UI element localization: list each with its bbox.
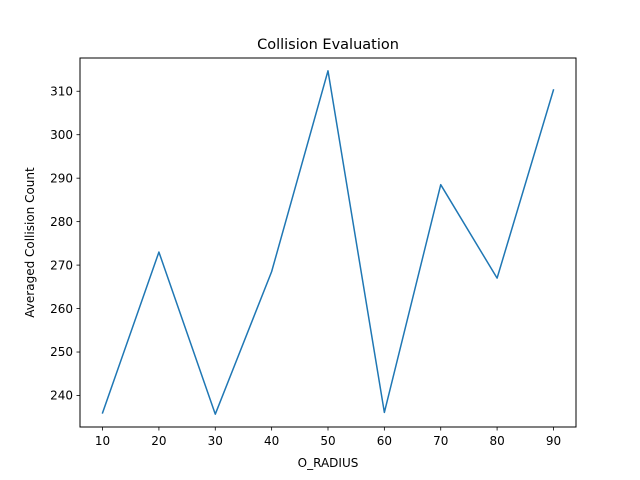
y-axis-ticks: 240 250 260 270 280 290 300 310 bbox=[50, 84, 80, 403]
y-tick-label: 300 bbox=[50, 128, 73, 142]
x-tick-label: 40 bbox=[264, 434, 279, 448]
x-tick-label: 50 bbox=[320, 434, 335, 448]
series-line bbox=[101, 70, 555, 415]
x-axis-label: O_RADIUS bbox=[298, 456, 359, 470]
x-tick-label: 60 bbox=[377, 434, 392, 448]
x-tick-label: 70 bbox=[433, 434, 448, 448]
plot-frame bbox=[79, 57, 577, 428]
y-tick-label: 270 bbox=[50, 258, 73, 272]
y-tick-label: 290 bbox=[50, 171, 73, 185]
series-layer bbox=[101, 70, 555, 415]
x-tick-label: 90 bbox=[546, 434, 561, 448]
y-tick-label: 260 bbox=[50, 302, 73, 316]
chart-title: Collision Evaluation bbox=[257, 37, 399, 53]
y-tick-label: 240 bbox=[50, 389, 73, 403]
x-tick-label: 80 bbox=[489, 434, 504, 448]
x-axis-ticks: 10 20 30 40 50 60 70 80 90 bbox=[95, 427, 561, 448]
y-axis-label: Averaged Collision Count bbox=[23, 167, 37, 318]
x-tick-label: 20 bbox=[151, 434, 166, 448]
y-tick-label: 310 bbox=[50, 84, 73, 98]
x-tick-label: 30 bbox=[208, 434, 223, 448]
y-tick-label: 250 bbox=[50, 345, 73, 359]
x-tick-label: 10 bbox=[95, 434, 110, 448]
y-tick-label: 280 bbox=[50, 215, 73, 229]
